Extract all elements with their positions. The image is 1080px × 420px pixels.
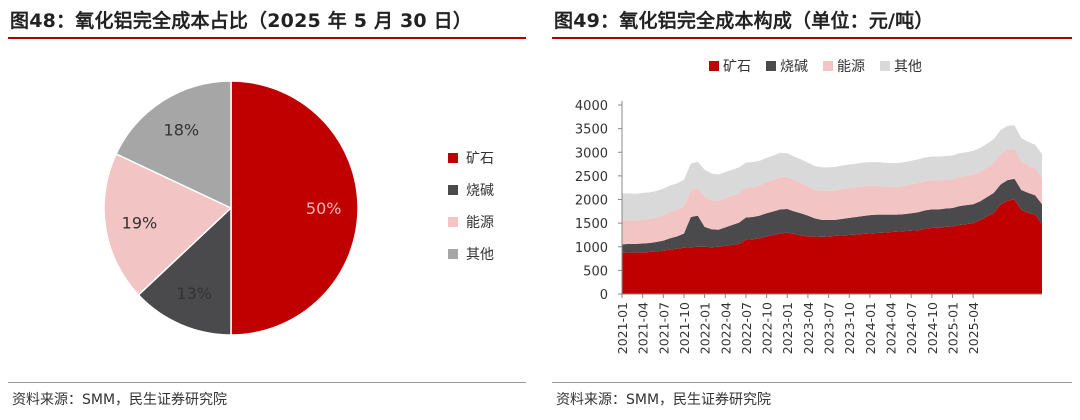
pie-legend-swatch-1	[448, 153, 458, 163]
x-tick-label-2: 2021-04	[636, 302, 651, 354]
x-tick-label-9: 2023-01	[780, 302, 795, 354]
pie-legend-label-3: 能源	[466, 215, 494, 231]
pie-slice-label-4: 18%	[164, 121, 200, 140]
stacked-area-chart: 0 500 1000 1500 2000 2500 3000 3500 4000 2021-01 2…	[575, 59, 1042, 354]
area-series-1	[622, 199, 1042, 294]
area-series-3	[622, 148, 1042, 245]
area-title-rule	[552, 37, 1072, 39]
y-tick-label-7: 3000	[575, 146, 608, 161]
x-tick-label-14: 2024-04	[884, 302, 899, 354]
y-tick-label-1: 0	[600, 288, 608, 303]
y-tick-label-4: 1500	[575, 217, 608, 232]
pie-panel-title: 图48：氧化铝完全成本占比（2025 年 5 月 30 日）	[10, 10, 473, 32]
pie-slice-4	[115, 80, 232, 210]
area-panel-title: 图49：氧化铝完全成本构成（单位：元/吨）	[554, 10, 934, 32]
x-tick-label-8: 2022-10	[760, 302, 775, 354]
area-series-2	[622, 178, 1042, 253]
pie-slice-label-1: 50%	[306, 199, 342, 218]
x-tick-label-3: 2021-07	[656, 302, 671, 354]
y-tick-label-9: 4000	[575, 99, 608, 114]
pie-legend-label-1: 矿石	[466, 151, 494, 167]
area-legend-swatch-1	[709, 61, 719, 71]
x-tick-label-6: 2022-04	[718, 302, 733, 354]
x-tick-label-17: 2025-01	[945, 302, 960, 354]
x-tick-label-12: 2023-10	[842, 302, 857, 354]
y-tick-label-8: 3500	[575, 123, 608, 138]
x-tick-label-11: 2023-07	[822, 302, 837, 354]
area-legend-swatch-2	[766, 61, 776, 71]
x-tick-label-15: 2024-07	[904, 302, 919, 354]
pie-slice-3	[103, 152, 233, 296]
x-tick-label-4: 2021-10	[677, 302, 692, 354]
pie-slice-1	[230, 80, 359, 336]
x-tick-label-7: 2022-07	[739, 302, 754, 354]
area-legend-label-1: 矿石	[723, 59, 751, 75]
pie-source-note: 资料来源：SMM，民生证券研究院	[12, 392, 228, 408]
y-tick-label-3: 1000	[575, 241, 608, 256]
x-tick-label-5: 2022-01	[698, 302, 713, 354]
area-source-rule	[552, 382, 1072, 383]
pie-slice-label-2: 13%	[176, 284, 212, 303]
pie-title-rule	[8, 37, 526, 39]
x-tick-label-1: 2021-01	[615, 302, 630, 354]
x-tick-label-13: 2024-01	[863, 302, 878, 354]
x-tick-label-10: 2023-04	[801, 302, 816, 354]
area-source-note: 资料来源：SMM，民生证券研究院	[556, 392, 772, 408]
pie-slice-label-3: 19%	[122, 214, 158, 233]
pie-legend-label-4: 其他	[466, 247, 494, 263]
area-panel: 图49：氧化铝完全成本构成（单位：元/吨） 0 500 1000 1500 2000 25…	[552, 0, 1072, 420]
y-tick-label-2: 500	[583, 264, 608, 279]
x-tick-label-18: 2025-04	[966, 302, 981, 354]
pie-legend-swatch-2	[448, 185, 458, 195]
pie-legend-swatch-3	[448, 217, 458, 227]
x-tick-label-16: 2024-10	[925, 302, 940, 354]
pie-legend-swatch-4	[448, 249, 458, 259]
area-series-4	[622, 125, 1042, 221]
y-tick-label-6: 2500	[575, 170, 608, 185]
pie-legend-label-2: 烧碱	[466, 183, 494, 199]
area-legend-swatch-3	[823, 61, 833, 71]
pie-panel: 图48：氧化铝完全成本占比（2025 年 5 月 30 日） 50% 13% 19%…	[8, 0, 526, 420]
area-legend-label-3: 能源	[837, 59, 865, 75]
pie-slice-2	[137, 206, 232, 336]
area-legend-label-4: 其他	[894, 59, 922, 75]
pie-source-rule	[8, 382, 526, 383]
area-legend-label-2: 烧碱	[780, 59, 808, 75]
area-legend-swatch-4	[880, 61, 890, 71]
y-tick-label-5: 2000	[575, 194, 608, 209]
